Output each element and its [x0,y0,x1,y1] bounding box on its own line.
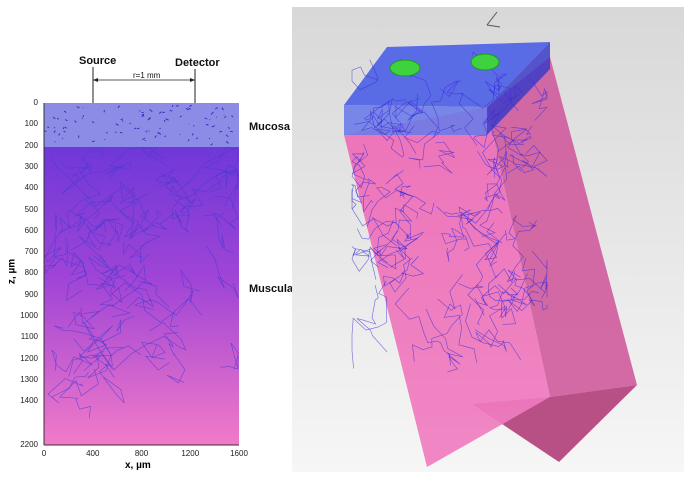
scatter-dash [116,132,117,133]
scatter-dash [196,138,198,139]
scatter-dash [162,112,164,113]
scatter-dash [176,106,179,107]
scatter-dash [83,115,84,117]
right-panel-3d-rendering [292,7,684,472]
scatter-dash [206,125,208,126]
scatter-dash [140,110,141,111]
mucosa-layer [44,103,239,147]
top-layer-front-face [344,105,487,135]
scatter-dash [122,121,123,122]
3d-tissue-render [292,7,684,472]
scatter-dash [172,105,173,107]
scatter-dash [194,125,195,126]
scatter-dash [82,118,83,119]
left-panel-2d-simulation: Source Detector r=1 mm Mucosa Muscular z… [0,0,300,472]
arrow-head-right-icon [190,78,195,82]
scatter-dash [92,141,95,142]
left-simulation-plot [0,0,300,472]
detector-disk-icon [471,54,499,70]
source-disk-icon [390,60,420,76]
scatter-dash [64,131,66,132]
arrow-head-left-icon [93,78,98,82]
scatter-dash [157,132,159,133]
scatter-dash [106,133,108,134]
scatter-dash [145,140,146,141]
